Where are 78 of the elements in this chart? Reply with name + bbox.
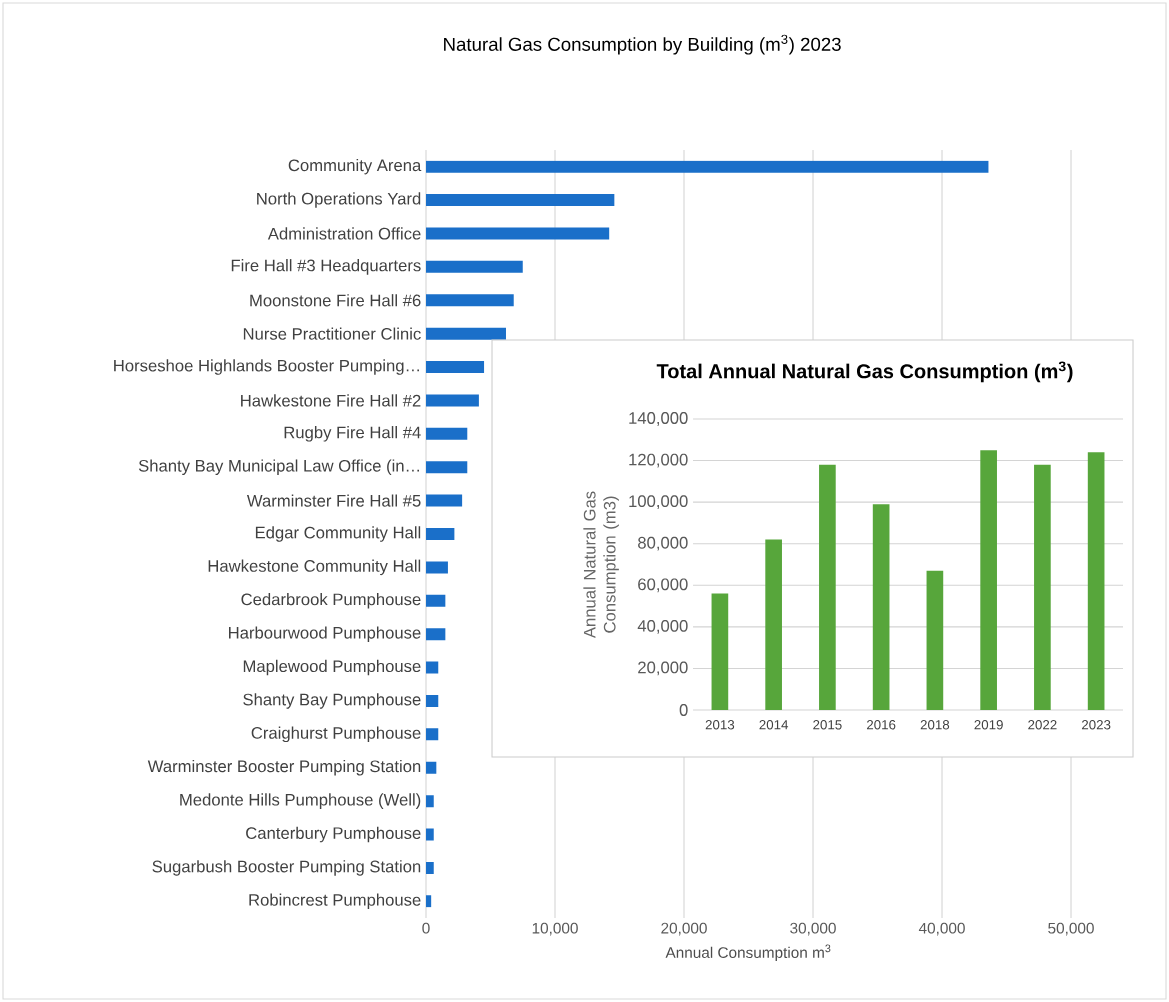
x-tick-label: 20,000 [661,922,707,936]
y-tick-label: 20,000 [638,661,688,676]
y-tick-label: Maplewood Pumphouse [243,659,421,676]
bar [980,450,997,710]
y-tick-label: Craighurst Pumphouse [251,726,421,743]
bar [426,294,514,307]
bar [426,528,455,541]
y-tick-label: Fire Hall #3 Headquarters [231,259,421,275]
x-tick-label: 2019 [974,720,1003,730]
y-tick-label: Edgar Community Hall [255,526,421,542]
x-tick-label: 2013 [705,720,735,730]
y-tick-label: Robincrest Pumphouse [249,893,421,910]
y-tick-label: Rugby Fire Hall #4 [284,426,421,442]
y-tick-label: Warminster Booster Pumping Station [147,759,421,776]
y-tick-label: Cedarbrook Pumphouse [241,593,421,609]
bar [426,160,989,173]
x-tick-label: 40,000 [918,922,965,936]
y-tick-label: 80,000 [638,536,688,551]
bar [926,570,944,710]
x-tick-label: 2018 [920,720,950,730]
bar [426,194,615,207]
y-axis-title: Annual Natural Gas Consumption (m3) [583,491,619,639]
y-tick-label: 100,000 [629,495,688,510]
y-tick-label: 40,000 [637,619,688,634]
bar [1087,452,1105,710]
y-tick-label: Hawkestone Fire Hall #2 [241,394,421,407]
y-tick-label: 0 [679,704,688,716]
y-tick-label: Administration Office [267,227,421,240]
y-tick-label: 120,000 [629,453,688,468]
y-tick-label: 60,000 [638,578,688,593]
bar [426,494,463,507]
y-tick-label: Harbourwood Pumphouse [229,626,421,642]
bar [426,694,439,707]
bar [426,594,446,607]
bar [426,728,439,741]
bar [426,461,468,474]
y-tick-label: Moonstone Fire Hall #6 [250,294,421,307]
y-tick-label: Shanty Bay Pumphouse [243,693,421,709]
bar [426,327,506,340]
bar [426,427,468,440]
y-tick-label: Canterbury Pumphouse [246,826,421,843]
x-axis-title: Annual Consumption m$^{3}$ [665,944,831,962]
x-tick-label: 0 [422,922,430,934]
y-tick-label: Sugarbush Booster Pumping Station [152,860,421,876]
y-tick-label: Horseshoe Highlands Booster Pumping… [114,359,419,375]
bar [426,260,523,273]
y-tick-label: Community Arena [288,158,422,175]
bar [711,593,729,710]
bar [426,795,434,808]
bar [819,464,836,710]
chart-title: Total Annual Natural Gas Consumption (m$^{3}$) [656,361,1073,383]
y-tick-label: Shanty Bay Municipal Law Office (in… [138,459,419,475]
bar [426,361,485,374]
y-tick-label: Warminster Fire Hall #5 [246,494,421,507]
bar [426,561,448,574]
y-tick-label: Medonte Hills Pumphouse (Well) [180,793,421,809]
x-tick-label: 30,000 [790,922,836,936]
x-tick-label: 2015 [813,720,842,730]
bar [426,628,446,641]
bar [426,661,439,674]
y-tick-label: North Operations Yard [257,192,421,208]
x-tick-label: 2016 [866,720,896,730]
x-tick-label: 10,000 [532,922,578,936]
bar [426,227,610,240]
x-tick-label: 50,000 [1048,922,1094,936]
x-tick-label: 2023 [1081,720,1111,730]
y-tick-label: Hawkestone Community Hall [208,559,421,576]
bar [1034,464,1051,710]
bar [872,504,890,710]
bar [426,861,434,874]
y-tick-label: 140,000 [629,412,688,426]
bar [426,828,434,841]
x-tick-label: 2014 [759,720,789,730]
x-tick-label: 2022 [1028,720,1057,730]
bar [765,539,782,710]
bar [426,394,479,407]
chart-title: Natural Gas Consumption by Building (m$^{3}$) 2023 [444,34,841,55]
y-tick-label: Nurse Practitioner Clinic [243,327,421,340]
